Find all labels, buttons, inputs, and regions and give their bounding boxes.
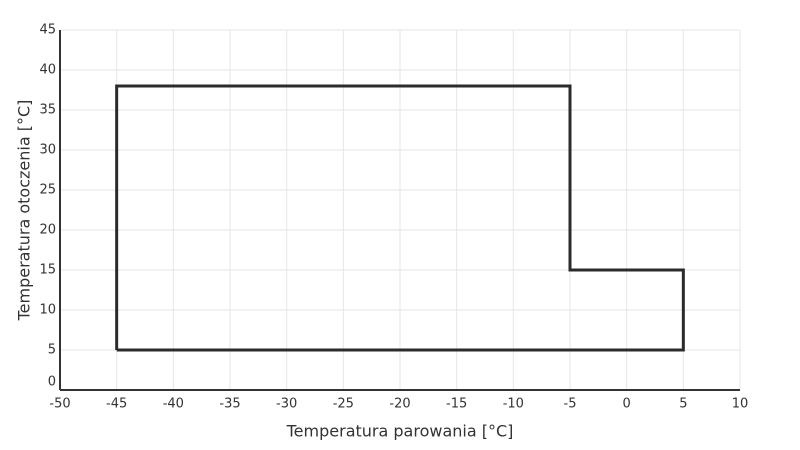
x-tick-label: 5 [679,397,687,412]
x-tick-label: -40 [163,397,184,412]
x-tick-label: -50 [49,397,70,412]
y-tick-label: 15 [39,263,56,278]
y-tick-label: 25 [39,183,56,198]
x-tick-label: -30 [276,397,297,412]
line [115,84,685,352]
y-tick-label: 35 [39,103,56,118]
x-tick-label: -35 [219,397,240,412]
x-tick-label: -5 [564,397,577,412]
y-tick-label: 45 [39,23,56,38]
y-tick-label: 30 [39,143,56,158]
y-axis-label: Temperatura otoczenia [°C] [15,100,34,322]
x-tick-label: -25 [333,397,354,412]
x-tick-label: -10 [503,397,524,412]
x-tick-label: 0 [623,397,631,412]
x-axis-label: Temperatura parowania [°C] [286,422,514,441]
y-tick-label: 20 [39,223,56,238]
y-tick-label: 10 [39,303,56,318]
y-tick-label: 40 [39,63,56,78]
x-tick-label: -15 [446,397,467,412]
x-tick-label: -45 [106,397,127,412]
y-tick-label: 5 [48,343,56,358]
y-tick-label: 0 [48,375,56,390]
x-tick-label: 10 [732,397,749,412]
x-tick-label: -20 [389,397,410,412]
